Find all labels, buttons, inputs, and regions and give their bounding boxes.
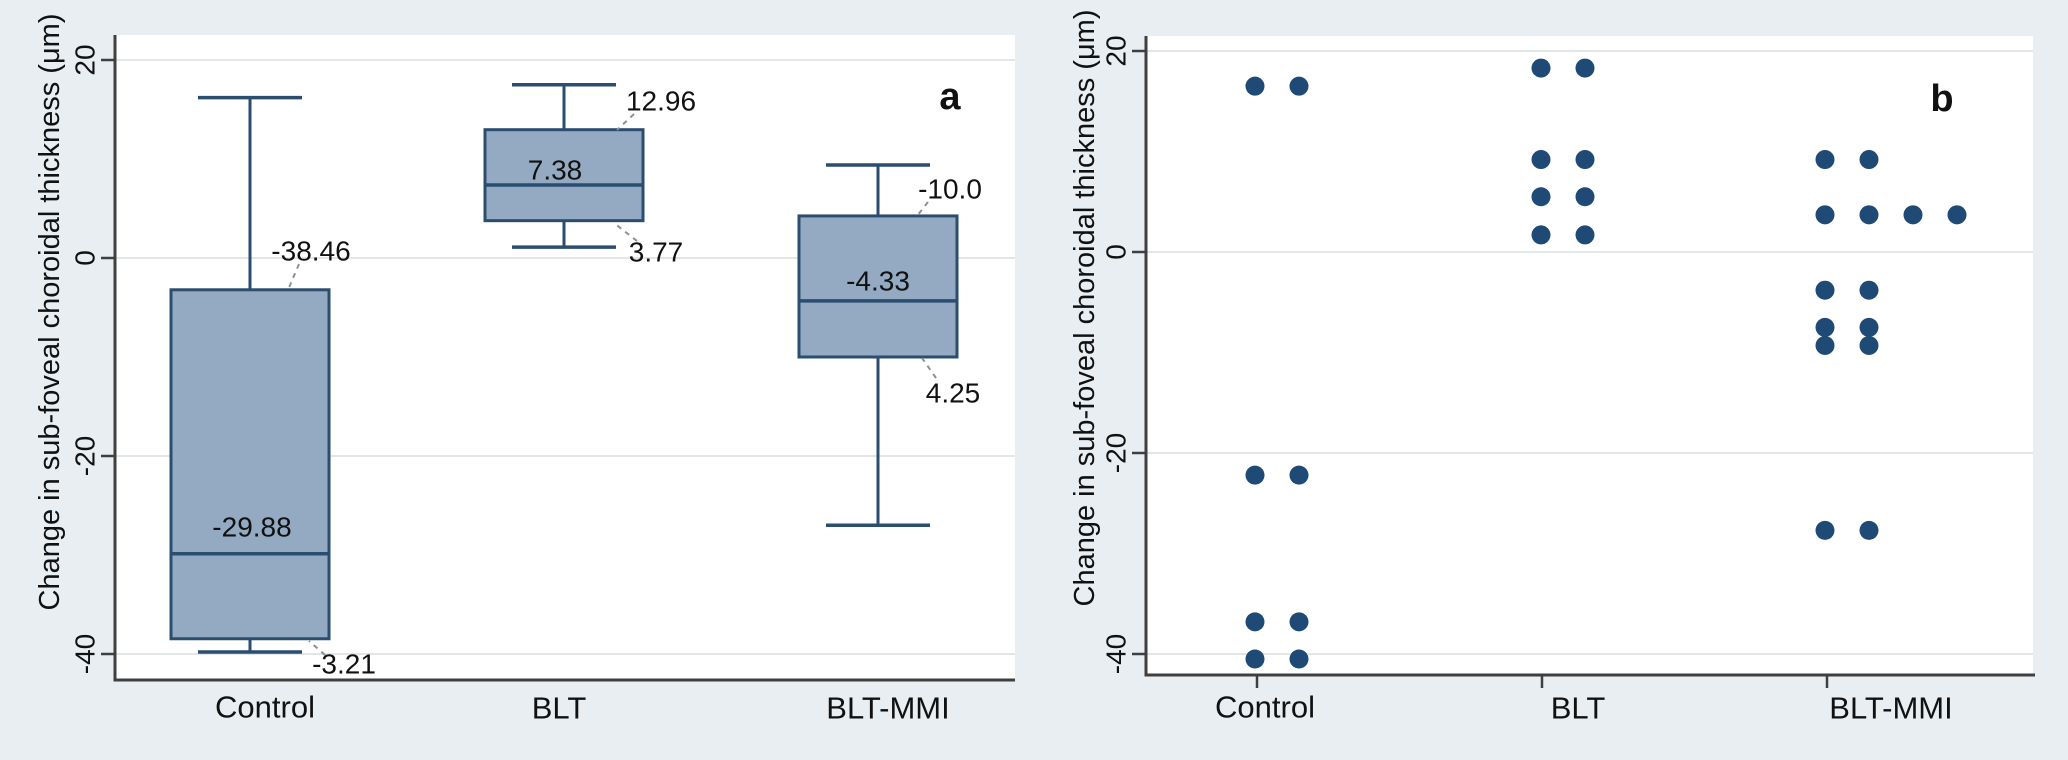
data-dot-control: [1289, 76, 1309, 96]
annotation-blt-mmi-upper: -10.0: [918, 174, 982, 205]
data-dot-blt-mmi: [1815, 150, 1835, 170]
data-dot-blt-mmi: [1903, 205, 1923, 225]
leader-upper-blt: [616, 113, 635, 131]
panel-a-ytick-label-neg20: -20: [70, 436, 101, 476]
data-dot-blt-mmi: [1859, 280, 1879, 300]
data-dot-blt: [1531, 150, 1551, 170]
data-dot-blt: [1575, 58, 1595, 78]
box-blt: [483, 128, 645, 223]
data-dot-blt-mmi: [1947, 205, 1967, 225]
data-dot-control: [1289, 649, 1309, 669]
data-dot-control: [1245, 76, 1265, 96]
panel-b-ytick-label-neg40: -40: [1101, 634, 1132, 674]
panel-b-ytick-label-20: 20: [1101, 35, 1132, 66]
data-dot-blt-mmi: [1815, 280, 1835, 300]
median-label-blt-mmi: -4.33: [846, 266, 910, 297]
data-dot-control: [1289, 612, 1309, 632]
leader-lower-blt: [613, 222, 638, 242]
data-dot-blt: [1575, 187, 1595, 207]
leader-lower-control: [308, 640, 326, 656]
panel-b-xlabel-blt-mmi: BLT-MMI: [1829, 691, 1952, 726]
box-control: [169, 288, 331, 641]
data-dot-blt-mmi: [1815, 317, 1835, 337]
data-dot-blt: [1575, 225, 1595, 245]
panel-b-plot-area: [1146, 36, 2033, 675]
data-dot-blt-mmi: [1815, 335, 1835, 355]
panel-b-xlabel-control: Control: [1215, 690, 1315, 725]
panel-a-xlabel-control: Control: [215, 690, 315, 725]
data-dot-blt-mmi: [1859, 335, 1879, 355]
panel-a-xlabel-blt-mmi: BLT-MMI: [826, 691, 949, 726]
leader-lower-blt-mmi: [921, 357, 937, 379]
data-dot-control: [1245, 612, 1265, 632]
leader-upper-blt-mmi: [916, 201, 929, 217]
data-dot-blt-mmi: [1859, 205, 1879, 225]
data-dot-control: [1289, 465, 1309, 485]
panel-a-ytick-label-0: 0: [70, 250, 101, 266]
data-dot-blt: [1575, 150, 1595, 170]
panel-a-ytick-label-20: 20: [70, 44, 101, 75]
median-label-blt: 7.38: [528, 155, 583, 186]
data-dot-blt-mmi: [1859, 520, 1879, 540]
panel-b-letter: b: [1930, 78, 1953, 120]
data-dot-blt-mmi: [1859, 317, 1879, 337]
panel-b-ytick-label-neg20: -20: [1101, 433, 1132, 473]
leader-upper-control: [287, 263, 300, 291]
median-label-control: -29.88: [212, 512, 291, 543]
data-dot-control: [1245, 465, 1265, 485]
panel-a-shapes: [101, 35, 1015, 682]
data-dot-blt: [1531, 58, 1551, 78]
annotation-blt-lower: 3.77: [629, 237, 684, 268]
annotation-blt-upper: 12.96: [626, 86, 696, 117]
panel-b-ytick-label-0: 0: [1101, 244, 1132, 260]
panel-a-xlabel-blt: BLT: [532, 691, 587, 726]
panel-b-y-axis-title: Change in sub-foveal choroidal thickness…: [1069, 10, 1101, 607]
data-dot-blt: [1531, 225, 1551, 245]
panel-a-y-axis-title: Change in sub-foveal choroidal thickness…: [34, 14, 66, 611]
annotation-control-lower: -3.21: [312, 649, 376, 680]
data-dot-blt-mmi: [1859, 150, 1879, 170]
annotation-blt-mmi-lower: 4.25: [926, 378, 981, 409]
data-dot-blt: [1531, 187, 1551, 207]
annotation-control-upper: -38.46: [271, 236, 350, 267]
data-dot-blt-mmi: [1815, 205, 1835, 225]
box-blt-mmi: [797, 214, 959, 359]
panel-b-xlabel-blt: BLT: [1551, 691, 1606, 726]
panel-a-letter: a: [939, 76, 961, 118]
data-dot-blt-mmi: [1815, 520, 1835, 540]
data-dot-control: [1245, 649, 1265, 669]
panel-b-shapes: [1132, 36, 2035, 688]
panel-a-ytick-label-neg40: -40: [70, 634, 101, 674]
